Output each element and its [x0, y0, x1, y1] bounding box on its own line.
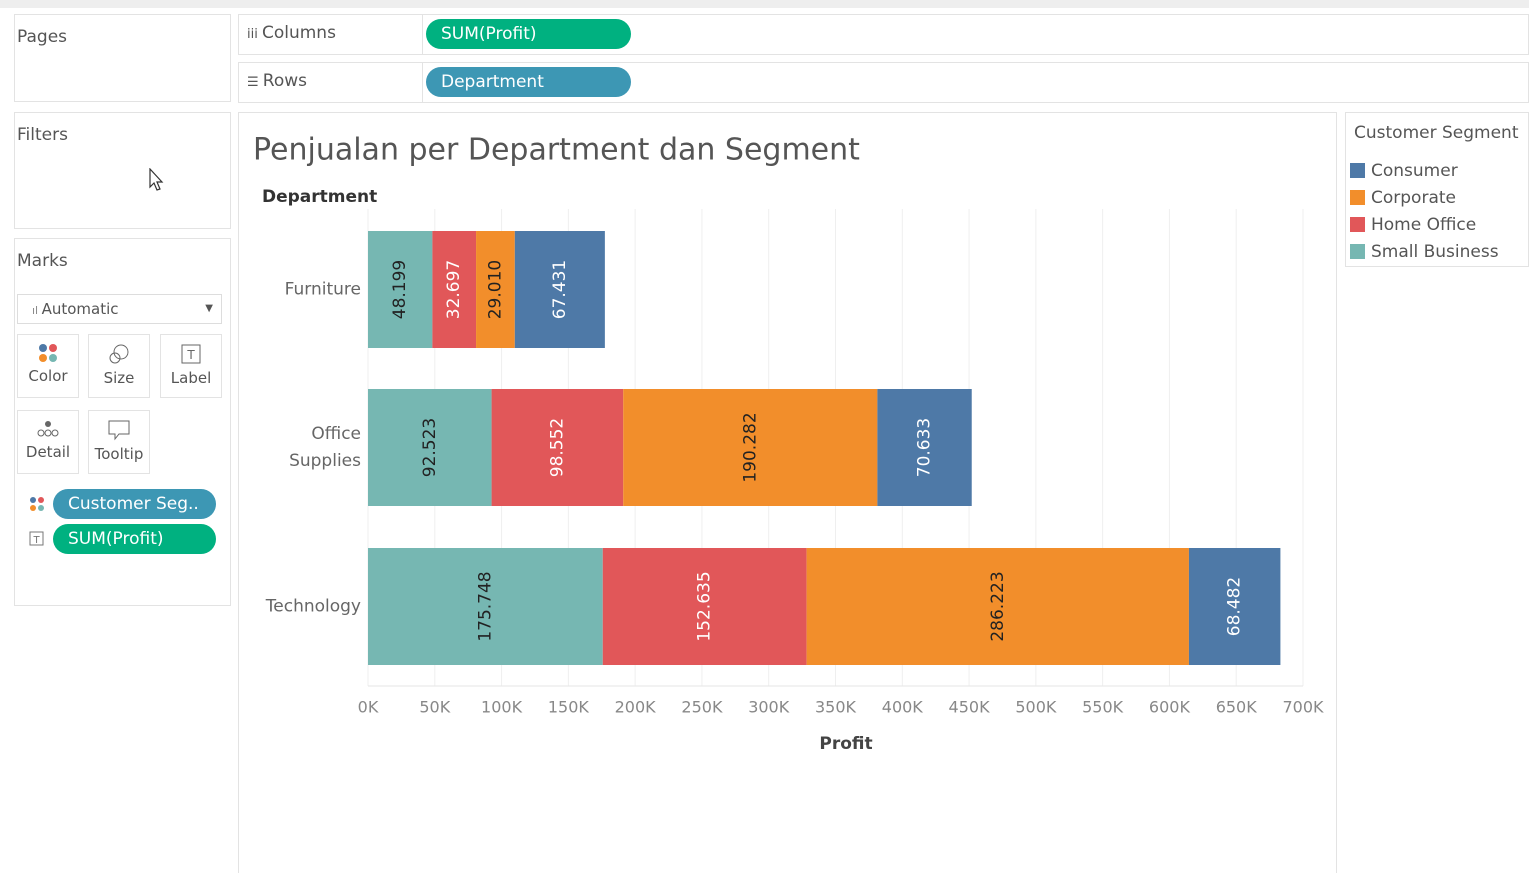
mark-type: Automatic	[41, 300, 119, 318]
columns-title: Columns	[261, 23, 336, 43]
x-tick-label: 200K	[615, 698, 657, 717]
size-label: Size	[103, 369, 135, 387]
value-label: 68.482	[1225, 577, 1245, 636]
columns-shelf: iii Columns SUM(Profit)	[238, 14, 1529, 55]
tooltip-label: Tooltip	[94, 445, 144, 463]
marks-card: Marks ıl Automatic ▼ Color Size T Label …	[14, 238, 231, 606]
bar-segment	[368, 231, 433, 348]
marks-title: Marks	[17, 251, 68, 271]
x-tick-label: 550K	[1082, 698, 1124, 717]
rows-caption: ☰ Rows	[247, 71, 308, 91]
size-button[interactable]: Size	[88, 334, 150, 398]
bar-segment	[476, 231, 515, 348]
chart-title: Penjualan per Department dan Segment	[253, 133, 860, 168]
label-pill[interactable]: SUM(Profit)	[53, 524, 216, 554]
detail-button[interactable]: Detail	[17, 410, 79, 474]
legend-swatch	[1350, 190, 1365, 205]
x-tick-label: 100K	[481, 698, 523, 717]
detail-label: Detail	[25, 443, 71, 461]
legend-item: Corporate	[1350, 185, 1456, 212]
legend-item: Home Office	[1350, 212, 1476, 239]
legend-label: Home Office	[1371, 215, 1477, 235]
legend-swatch	[1350, 163, 1365, 178]
x-tick-label: 0K	[358, 698, 379, 717]
legend-title: Customer Segment	[1354, 123, 1519, 143]
x-axis-title: Profit	[819, 734, 872, 754]
chart-view: Penjualan per Department dan Segment Dep…	[238, 112, 1337, 873]
chart: Penjualan per Department dan Segment Dep…	[253, 133, 1324, 755]
x-tick-label: 450K	[949, 698, 991, 717]
bar-segment	[491, 389, 624, 506]
top-strip	[0, 0, 1529, 8]
bar-segment	[623, 389, 878, 506]
columns-pill[interactable]: SUM(Profit)	[426, 19, 631, 49]
x-tick-label: 700K	[1282, 698, 1324, 717]
value-label: 32.697	[444, 260, 464, 319]
value-label: 92.523	[420, 418, 440, 477]
bar-segment	[432, 231, 477, 348]
legend-item: Small Business	[1350, 239, 1499, 266]
pages-shelf[interactable]: Pages	[14, 14, 231, 102]
value-label: 48.199	[390, 260, 410, 319]
filters-title: Filters	[17, 125, 68, 145]
pages-title: Pages	[17, 27, 68, 47]
color-pill[interactable]: Customer Seg..	[53, 489, 216, 519]
bar-segment	[368, 548, 603, 665]
color-icon	[30, 497, 44, 511]
legend-label: Consumer	[1371, 161, 1458, 181]
mark-type-dropdown[interactable]: ıl Automatic ▼	[17, 294, 222, 324]
bar-segment	[877, 389, 972, 506]
color-label: Color	[28, 367, 68, 385]
x-tick-label: 50K	[419, 698, 450, 717]
bar-segment	[806, 548, 1189, 665]
x-tick-label: 500K	[1015, 698, 1057, 717]
x-tick-label: 650K	[1216, 698, 1258, 717]
value-label: 67.431	[550, 260, 570, 319]
x-tick-label: 150K	[548, 698, 590, 717]
x-tick-label: 300K	[748, 698, 790, 717]
tooltip-button[interactable]: Tooltip	[88, 410, 150, 474]
legend-item: Consumer	[1350, 158, 1458, 185]
label-button[interactable]: T Label	[160, 334, 222, 398]
legend: Customer Segment Consumer Corporate Home O…	[1345, 112, 1529, 267]
svg-text:T: T	[32, 535, 40, 546]
rows-shelf: ☰ Rows Department	[238, 62, 1529, 103]
value-label: 175.748	[475, 571, 495, 641]
value-label: 190.282	[740, 412, 760, 482]
x-tick-label: 600K	[1149, 698, 1191, 717]
svg-text:T: T	[186, 348, 195, 362]
columns-caption: iii Columns	[247, 23, 336, 43]
x-tick-label: 350K	[815, 698, 857, 717]
value-label: 152.635	[695, 571, 715, 641]
legend-swatch	[1350, 217, 1365, 232]
value-label: 29.010	[485, 260, 505, 319]
x-tick-label: 400K	[882, 698, 924, 717]
color-button[interactable]: Color	[17, 334, 79, 398]
legend-label: Small Business	[1371, 242, 1499, 262]
value-label: 98.552	[547, 418, 567, 477]
x-tick-label: 250K	[681, 698, 723, 717]
bar-segment	[602, 548, 807, 665]
label-label: Label	[170, 369, 212, 387]
cursor	[149, 168, 164, 191]
label-icon: T	[29, 531, 44, 546]
bar-segment	[514, 231, 605, 348]
category-label: Office Supplies	[289, 423, 361, 471]
rows-title: Rows	[262, 71, 308, 91]
value-label: 70.633	[915, 418, 935, 477]
legend-swatch	[1350, 244, 1365, 259]
rows-pill[interactable]: Department	[426, 67, 631, 97]
filters-shelf[interactable]: Filters	[14, 112, 231, 229]
category-label: Furniture	[284, 279, 361, 299]
legend-label: Corporate	[1371, 188, 1456, 208]
bar-segment	[368, 389, 492, 506]
y-axis-title: Department	[262, 187, 377, 207]
bar-segment	[1188, 548, 1281, 665]
value-label: 286.223	[988, 571, 1008, 641]
category-label: Technology	[265, 596, 361, 616]
